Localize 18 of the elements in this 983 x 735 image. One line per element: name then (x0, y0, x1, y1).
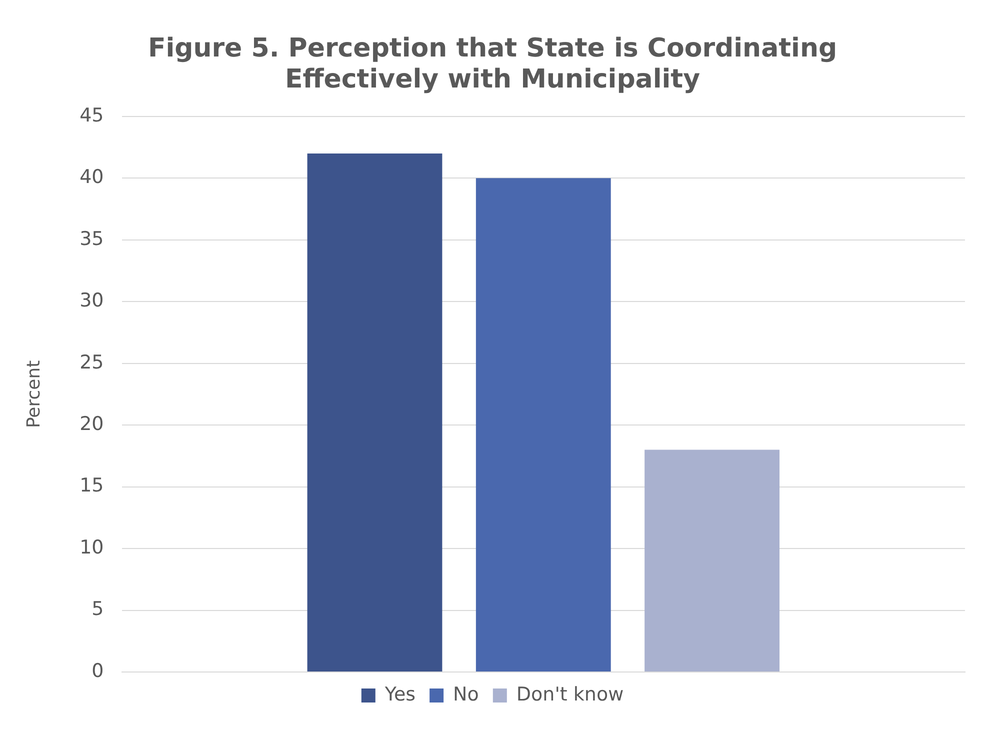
legend-label: Yes (384, 683, 416, 706)
chart-title: Figure 5. Perception that State is Coordinating Effectively with Municipality (148, 33, 838, 95)
y-tick-label: 45 (80, 104, 104, 126)
bar (476, 178, 611, 672)
y-axis-title: Percent (23, 360, 44, 428)
y-tick-label: 35 (80, 228, 104, 250)
y-tick-label: 25 (80, 351, 104, 374)
y-tick-label: 30 (80, 290, 104, 312)
y-tick-label: 40 (80, 166, 104, 188)
y-tick-label: 15 (80, 474, 104, 497)
y-tick-label: 20 (80, 413, 104, 436)
legend-label: No (453, 683, 479, 706)
bar (307, 153, 442, 672)
y-tick-label: 0 (92, 660, 104, 682)
bar (644, 450, 780, 672)
y-tick-label: 10 (80, 536, 104, 558)
legend-label: Don't know (516, 683, 624, 706)
y-tick-label: 5 (92, 598, 104, 620)
